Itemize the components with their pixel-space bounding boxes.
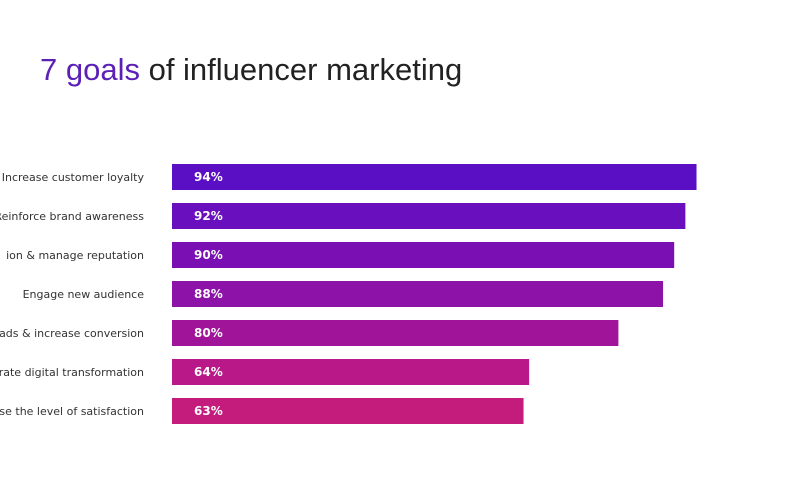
bar [172,164,697,190]
category-label: Engage new audience [23,288,145,301]
bar [172,203,686,229]
category-label: ads & increase conversion [0,327,144,340]
chart-title-rest: of influencer marketing [139,52,463,87]
chart-title: 7 goals of influencer marketing [40,52,462,88]
bar-value-label: 63% [194,404,223,418]
bar [172,398,524,424]
bar-value-label: 80% [194,326,223,340]
chart-title-accent: 7 goals [40,52,140,87]
bar [172,359,530,385]
category-label: rate digital transformation [0,366,144,379]
category-label: ion & manage reputation [6,249,144,262]
bar-value-label: 92% [194,209,223,223]
category-label: Increase customer loyalty [2,171,145,184]
bar [172,242,675,268]
bar-value-label: 64% [194,365,223,379]
bar-value-label: 88% [194,287,223,301]
bar-value-label: 94% [194,170,223,184]
bar [172,320,619,346]
category-label: se the level of satisfaction [0,405,144,418]
bar-value-label: 90% [194,248,223,262]
category-label: Reinforce brand awareness [0,210,144,223]
bar [172,281,664,307]
